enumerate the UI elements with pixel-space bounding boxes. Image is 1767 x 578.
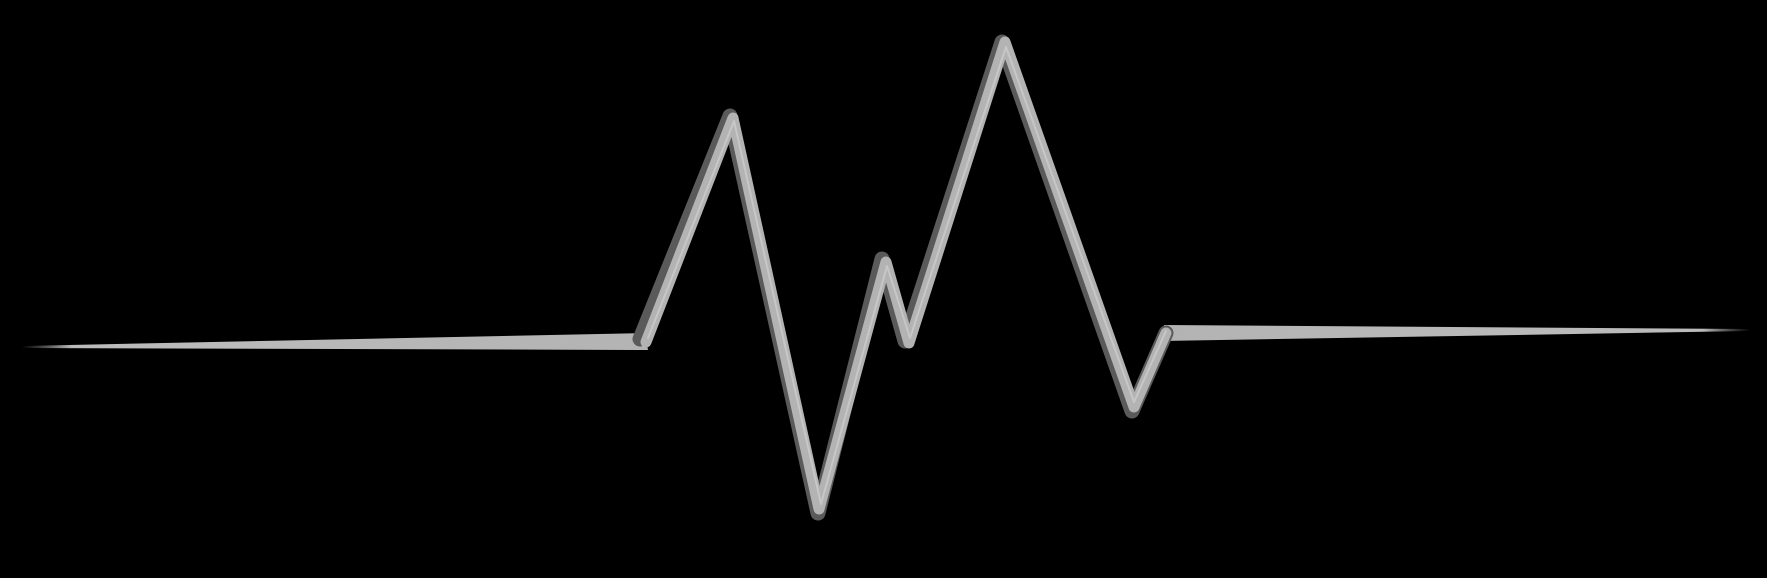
right-baseline (1162, 325, 1750, 341)
left-baseline (22, 333, 648, 350)
pulse-highlight (647, 46, 1167, 505)
